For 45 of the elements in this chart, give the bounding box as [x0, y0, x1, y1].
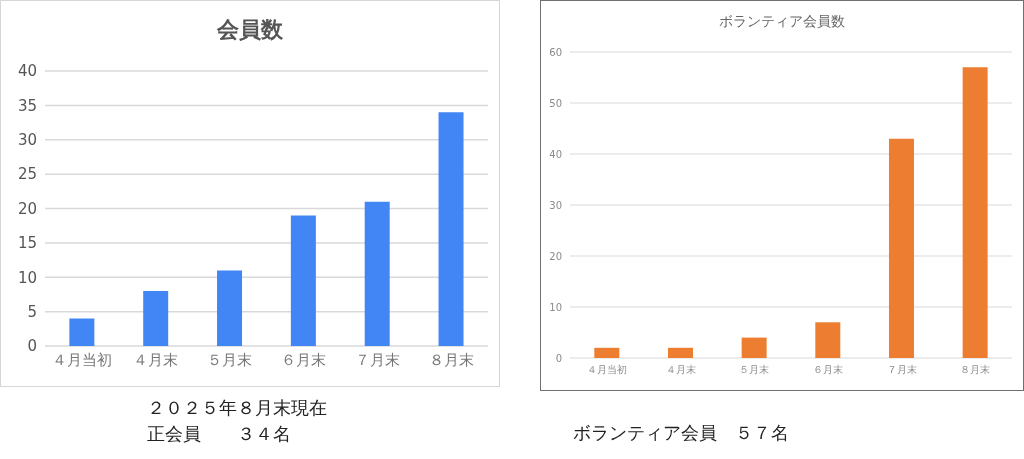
x-tick-label: ７月末	[354, 350, 400, 369]
y-tick-label: 15	[17, 234, 37, 253]
x-tick-label: ４月末	[133, 350, 179, 369]
y-tick-label: 25	[17, 165, 37, 184]
y-tick-label: 40	[17, 62, 37, 81]
text: ボランティア会員 ５７名	[573, 421, 789, 445]
y-tick-label: 20	[549, 250, 562, 262]
y-tick-label: 50	[549, 97, 562, 109]
text: ２０２５年８月末現在	[147, 396, 327, 420]
x-tick-label: ８月末	[960, 364, 991, 376]
y-tick-label: 0	[555, 352, 562, 364]
chart-title: ボランティア会員数	[718, 13, 846, 31]
bar	[888, 138, 914, 358]
y-tick-label: 30	[17, 131, 37, 150]
x-tick-label: ４月当初	[586, 364, 627, 376]
bar	[438, 112, 464, 346]
y-tick-label: 0	[27, 337, 37, 356]
y-tick-label: 60	[549, 46, 562, 58]
y-tick-label: 40	[549, 148, 562, 160]
x-tick-label: ５月末	[739, 364, 770, 376]
x-tick-label: ７月末	[886, 364, 917, 376]
y-tick-label: 10	[549, 301, 562, 313]
y-tick-label: 5	[27, 302, 37, 321]
bar	[594, 347, 620, 358]
bar	[815, 322, 841, 358]
bar	[364, 201, 390, 346]
bar	[69, 318, 95, 346]
text: 正会員 ３４名	[147, 422, 291, 446]
bar	[143, 291, 169, 346]
x-tick-label: ４月当初	[51, 350, 112, 369]
x-tick-label: ６月末	[812, 364, 843, 376]
y-tick-label: 35	[17, 96, 37, 115]
bar	[667, 347, 693, 358]
x-tick-label: ５月末	[207, 350, 253, 369]
bar	[290, 215, 316, 346]
y-tick-label: 10	[17, 268, 37, 287]
x-tick-label: ８月末	[428, 350, 474, 369]
y-tick-label: 20	[17, 199, 37, 218]
x-tick-label: ４月末	[665, 364, 696, 376]
y-tick-label: 30	[549, 199, 562, 211]
chart-title: 会員数	[216, 16, 284, 44]
bar	[741, 337, 767, 358]
bar	[962, 67, 988, 358]
bar	[217, 270, 243, 346]
x-tick-label: ６月末	[280, 350, 326, 369]
